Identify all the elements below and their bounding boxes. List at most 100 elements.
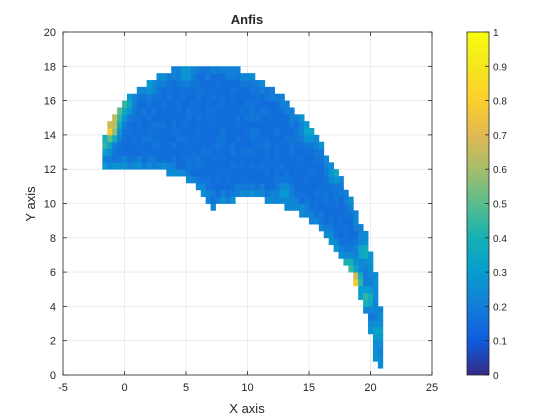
heatmap-cell	[117, 141, 123, 150]
heatmap-cell	[215, 86, 221, 95]
heatmap-cell	[264, 107, 271, 115]
heatmap-cell	[299, 148, 305, 156]
heatmap-cell	[205, 196, 211, 204]
heatmap-cell	[117, 128, 123, 136]
heatmap-cell	[358, 224, 364, 232]
heatmap-cell	[215, 93, 221, 101]
colorbar-tick-label: 1	[493, 28, 499, 39]
heatmap-cell	[377, 361, 384, 369]
heatmap-cell	[289, 148, 295, 156]
heatmap-cell	[220, 93, 226, 101]
heatmap-cell	[294, 114, 300, 122]
heatmap-cell	[171, 80, 177, 88]
heatmap-cell	[131, 100, 138, 108]
heatmap-cell	[195, 134, 202, 143]
heatmap-cell	[166, 107, 172, 115]
heatmap-cell	[190, 107, 197, 115]
heatmap-cell	[289, 182, 295, 191]
heatmap-cell	[269, 189, 275, 198]
heatmap-cell	[181, 121, 187, 129]
colorbar-tick-label: 0.8	[493, 97, 507, 108]
heatmap-cell	[181, 86, 187, 95]
heatmap-cell	[323, 169, 330, 177]
heatmap-cell	[225, 155, 231, 163]
heatmap-cell	[240, 169, 246, 177]
heatmap-cell	[304, 169, 310, 177]
heatmap-cell	[348, 265, 354, 273]
heatmap-cell	[254, 169, 261, 177]
heatmap-cell	[126, 141, 133, 150]
heatmap-cell	[200, 114, 207, 122]
heatmap-cell	[249, 182, 256, 191]
heatmap-cell	[171, 121, 177, 129]
heatmap-cell	[156, 93, 162, 101]
heatmap-cell	[368, 320, 374, 328]
heatmap-cell	[289, 107, 295, 115]
heatmap-cell	[112, 141, 118, 150]
heatmap-cell	[294, 196, 300, 204]
heatmap-cell	[225, 162, 231, 170]
heatmap-cell	[161, 128, 167, 136]
heatmap-cell	[264, 128, 271, 136]
heatmap-cell	[372, 299, 379, 307]
heatmap-cell	[353, 265, 359, 273]
heatmap-cell	[313, 196, 320, 204]
heatmap-cell	[205, 182, 211, 191]
heatmap-cell	[353, 217, 359, 225]
y-tick-label: 12	[44, 164, 56, 176]
heatmap-cell	[328, 189, 334, 198]
heatmap-cell	[289, 169, 295, 177]
heatmap-cell	[225, 73, 231, 81]
heatmap-cell	[294, 134, 300, 143]
heatmap-cell	[269, 114, 275, 122]
heatmap-cell	[328, 203, 334, 211]
heatmap-cell	[195, 66, 202, 74]
heatmap-cell	[353, 251, 359, 259]
heatmap-cell	[186, 107, 192, 115]
heatmap-cell	[176, 107, 182, 115]
chart-title: Anfis	[231, 12, 264, 27]
heatmap-cell	[338, 224, 344, 232]
heatmap-cell	[102, 141, 108, 150]
heatmap-cell	[264, 134, 271, 143]
heatmap-cell	[274, 162, 280, 170]
heatmap-cell	[338, 203, 344, 211]
heatmap-cell	[333, 196, 339, 204]
heatmap-cell	[225, 182, 231, 191]
heatmap-cell	[161, 86, 167, 95]
heatmap-cell	[136, 121, 143, 129]
heatmap-cell	[249, 148, 256, 156]
heatmap-cell	[190, 73, 197, 81]
heatmap-cell	[284, 134, 290, 143]
heatmap-cell	[200, 141, 207, 150]
heatmap-cell	[136, 114, 143, 122]
heatmap-cell	[166, 93, 172, 101]
heatmap-cell	[245, 100, 251, 108]
heatmap-cell	[190, 86, 197, 95]
heatmap-cell	[318, 217, 325, 225]
heatmap-cell	[215, 155, 221, 163]
heatmap-cell	[205, 86, 211, 95]
heatmap-cell	[323, 230, 330, 239]
heatmap-cell	[269, 134, 275, 143]
heatmap-cell	[210, 162, 216, 170]
heatmap-cell	[171, 114, 177, 122]
heatmap-cell	[200, 148, 207, 156]
heatmap-cell	[299, 114, 305, 122]
heatmap-cell	[230, 66, 236, 74]
heatmap-cell	[343, 224, 349, 232]
heatmap-cell	[363, 237, 369, 246]
heatmap-cell	[279, 128, 285, 136]
heatmap-cell	[279, 134, 285, 143]
y-tick-label: 18	[44, 61, 56, 73]
heatmap-cell	[171, 128, 177, 136]
x-tick-label: 10	[241, 382, 253, 394]
colorbar-tick-label: 0.7	[493, 131, 507, 142]
heatmap-cell	[166, 155, 172, 163]
heatmap-cell	[333, 230, 339, 239]
heatmap-cell	[141, 100, 148, 108]
heatmap-cell	[313, 210, 320, 218]
colorbar-tick-label: 0	[493, 371, 499, 382]
heatmap-cell	[210, 100, 216, 108]
heatmap-cell	[249, 86, 256, 95]
